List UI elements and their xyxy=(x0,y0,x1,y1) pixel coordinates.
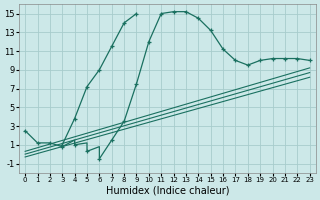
X-axis label: Humidex (Indice chaleur): Humidex (Indice chaleur) xyxy=(106,186,229,196)
